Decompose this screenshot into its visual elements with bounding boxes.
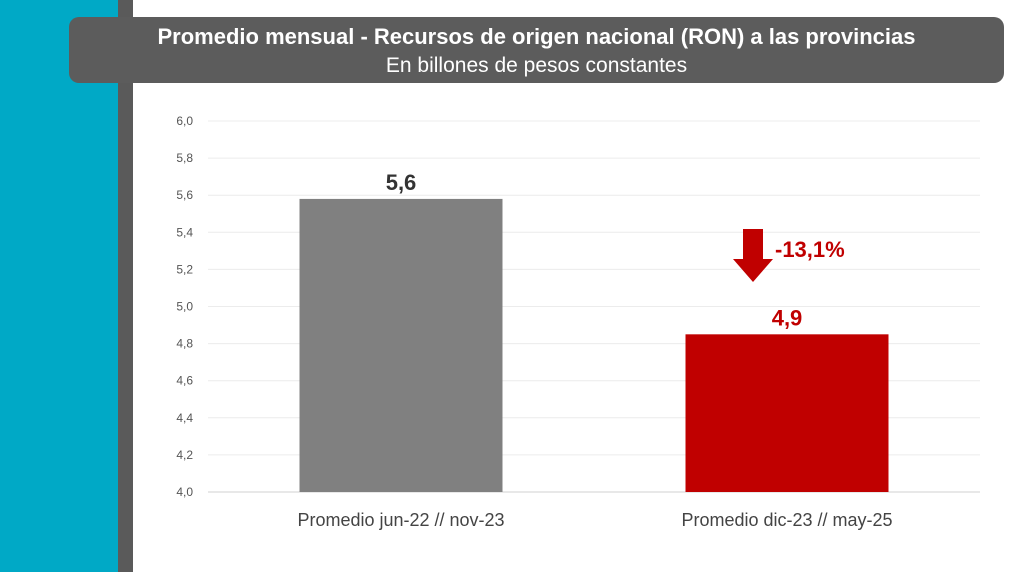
- y-tick-label: 5,0: [176, 300, 193, 314]
- x-category-label: Promedio jun-22 // nov-23: [297, 510, 504, 530]
- sidebar-teal-band: [0, 0, 118, 572]
- chart-subtitle: En billones de pesos constantes: [385, 54, 688, 77]
- y-tick-label: 5,8: [176, 151, 193, 165]
- title-banner: Promedio mensual - Recursos de origen na…: [69, 17, 1004, 83]
- y-tick-label: 4,8: [176, 337, 193, 351]
- y-tick-label: 4,6: [176, 374, 193, 388]
- y-tick-label: 5,6: [176, 188, 193, 202]
- x-category-label: Promedio dic-23 // may-25: [681, 510, 892, 530]
- y-tick-label: 4,0: [176, 485, 193, 499]
- y-tick-label: 6,0: [176, 114, 193, 128]
- y-tick-label: 5,4: [176, 225, 193, 239]
- down-arrow-icon: [733, 229, 773, 282]
- chart-title: Promedio mensual - Recursos de origen na…: [157, 24, 916, 49]
- y-tick-label: 4,4: [176, 411, 193, 425]
- bar: [299, 198, 503, 492]
- y-tick-label: 5,2: [176, 262, 193, 276]
- bar-value-label: 4,9: [772, 305, 803, 330]
- bar: [685, 334, 889, 492]
- sidebar-gray-band: [118, 0, 133, 572]
- y-tick-label: 4,2: [176, 448, 193, 462]
- change-annotation: -13,1%: [775, 237, 845, 262]
- bar-value-label: 5,6: [386, 170, 417, 195]
